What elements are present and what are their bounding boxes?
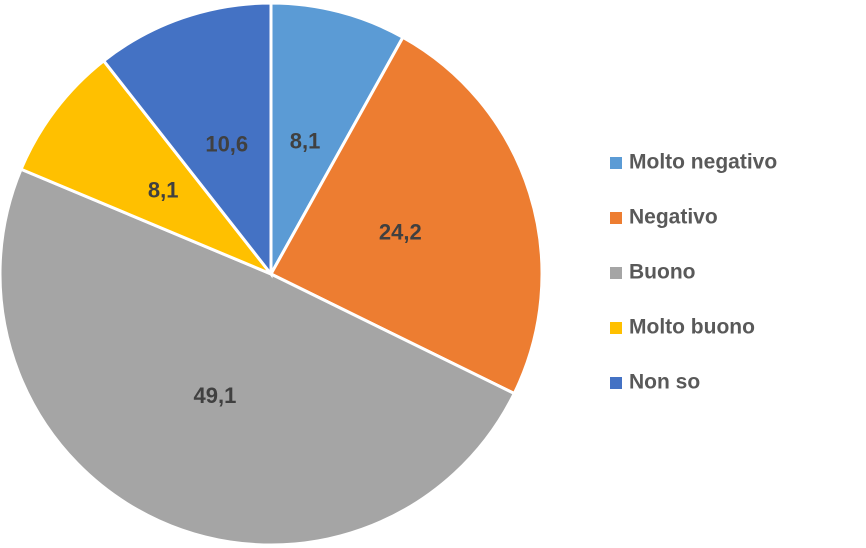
data-label: 10,6 [205, 132, 248, 157]
data-label: 8,1 [290, 129, 321, 154]
pie-slice [101, 1, 273, 279]
pie-slice [0, 167, 517, 547]
legend-label: Buono [629, 261, 695, 284]
legend-label: Molto buono [629, 316, 755, 339]
pie-slice [269, 1, 405, 280]
data-label: 49,1 [193, 383, 236, 408]
legend-label: Negativo [629, 206, 718, 229]
legend-swatch [610, 322, 622, 334]
data-label: 24,2 [379, 219, 422, 244]
legend-swatch [610, 157, 622, 169]
legend-swatch [610, 212, 622, 224]
legend-label: Molto negativo [629, 151, 777, 174]
legend-label: Non so [629, 371, 700, 394]
pie-slice [268, 35, 544, 396]
legend-swatch [610, 267, 622, 279]
pie-slice [19, 58, 276, 278]
data-label: 8,1 [148, 178, 179, 203]
legend-swatch [610, 377, 622, 389]
